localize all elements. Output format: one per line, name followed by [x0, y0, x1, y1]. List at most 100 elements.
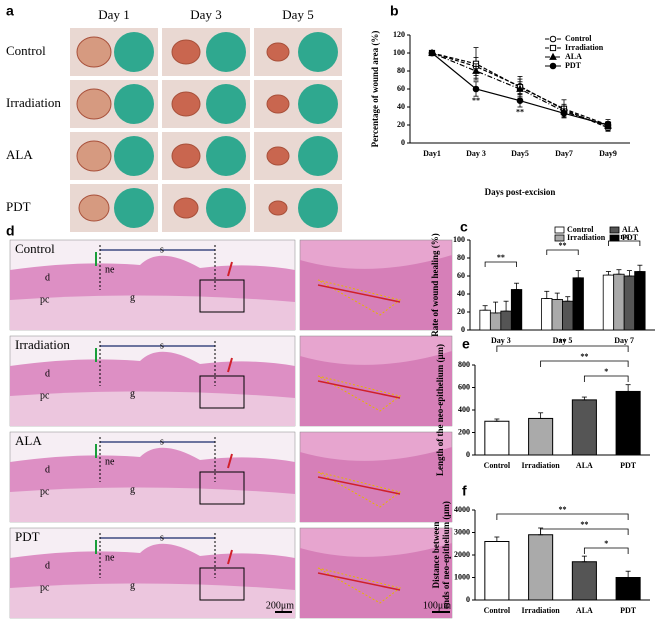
error-bar — [581, 396, 587, 401]
histology-marker: s — [160, 532, 164, 543]
bracket — [496, 345, 629, 352]
significance: ** — [580, 520, 588, 529]
y-tick-label: 0 — [401, 138, 405, 147]
row-label: Irradiation — [6, 95, 61, 110]
error-bar — [626, 270, 632, 277]
y-tick-label: 600 — [458, 382, 470, 391]
bar — [572, 277, 584, 331]
x-tick-label: Day5 — [511, 149, 529, 158]
dressing — [298, 136, 338, 176]
panel-label: d — [6, 223, 15, 239]
y-tick-label: 60 — [397, 84, 405, 93]
bracket — [540, 528, 629, 535]
legend-marker — [549, 35, 557, 43]
bracket — [484, 261, 517, 267]
x-tick-label: Day 3 — [466, 149, 486, 158]
y-tick-label: 20 — [457, 307, 465, 316]
panel-label: f — [462, 483, 467, 499]
y-tick-label: 60 — [457, 271, 465, 280]
point — [428, 49, 436, 57]
histology-marker: pc — [40, 582, 50, 593]
error-bar — [637, 264, 643, 272]
bar — [613, 273, 625, 331]
legend-label: Control — [565, 34, 592, 43]
x-tick-label: Control — [484, 606, 511, 615]
histology-marker: d — [45, 560, 50, 571]
bar — [489, 312, 502, 331]
significance: * — [604, 367, 608, 376]
bracket — [496, 513, 629, 520]
error-bar — [575, 270, 581, 279]
row-label: Control — [6, 43, 46, 58]
y-tick-label: 20 — [397, 120, 405, 129]
bar — [562, 300, 574, 331]
histology-marker: pc — [40, 390, 50, 401]
legend-label: ALA — [565, 52, 582, 61]
neo-epithelium — [317, 471, 402, 508]
x-tick-label: Irradiation — [522, 606, 561, 615]
row-label: Control — [15, 241, 55, 256]
histology-marker: d — [45, 368, 50, 379]
significance: ** — [559, 241, 567, 250]
error-bar — [482, 305, 488, 311]
y-tick-label: 800 — [458, 360, 470, 369]
legend-label: ALA — [622, 225, 639, 234]
wound — [76, 140, 112, 172]
arrow — [227, 261, 233, 277]
wound — [76, 36, 112, 68]
bar — [484, 420, 510, 456]
error-bar — [503, 300, 509, 312]
legend-marker — [549, 62, 557, 70]
neo-epithelium — [317, 279, 402, 316]
y-tick-label: 0 — [466, 595, 470, 604]
point — [560, 110, 568, 117]
bar — [571, 399, 597, 456]
y-tick-label: 0 — [466, 450, 470, 459]
y-tick-label: 80 — [397, 66, 405, 75]
row-label: ALA — [6, 147, 33, 162]
bar — [510, 289, 523, 331]
neo-length — [317, 572, 401, 591]
zoom-tissue — [300, 543, 452, 618]
legend-label: PDT — [565, 61, 582, 70]
zoom-tissue — [300, 447, 452, 522]
x-axis-label: Days post-excision — [485, 187, 556, 197]
dermis — [10, 583, 295, 618]
point — [472, 85, 480, 93]
dressing — [298, 84, 338, 124]
dressing — [114, 188, 154, 228]
dermis — [10, 487, 295, 522]
bar — [541, 298, 553, 331]
line — [431, 52, 609, 126]
bar — [602, 274, 615, 331]
zoom-tissue — [300, 255, 452, 330]
bracket — [583, 547, 629, 554]
y-axis-label: Rate of wound healing (%) — [430, 233, 440, 337]
dressing — [206, 188, 246, 228]
panel-label: c — [460, 219, 468, 235]
y-tick-label: 200 — [458, 427, 470, 436]
y-axis-label: Distance between — [431, 522, 441, 589]
zoom-box — [199, 471, 245, 505]
legend-marker — [549, 52, 557, 60]
error-bar — [538, 412, 544, 419]
significance: ** — [559, 505, 567, 514]
dressing — [114, 32, 154, 72]
dressing — [206, 32, 246, 72]
error-bar — [605, 271, 611, 276]
y-tick-label: 3000 — [454, 527, 470, 536]
x-tick-label: Day9 — [599, 149, 617, 158]
dressing — [206, 136, 246, 176]
row-label: ALA — [15, 433, 42, 448]
bar — [528, 417, 554, 456]
y-axis-label: ends of neo-epithelium (μm) — [441, 501, 451, 609]
y-tick-label: 40 — [397, 102, 405, 111]
legend-marker — [549, 44, 557, 52]
error-bar — [616, 269, 622, 275]
row-label: Irradiation — [15, 337, 70, 352]
histology-marker: pc — [40, 294, 50, 305]
column-label: Day 5 — [282, 7, 313, 22]
histology-marker: ne — [105, 264, 115, 275]
neo-length — [317, 284, 401, 303]
